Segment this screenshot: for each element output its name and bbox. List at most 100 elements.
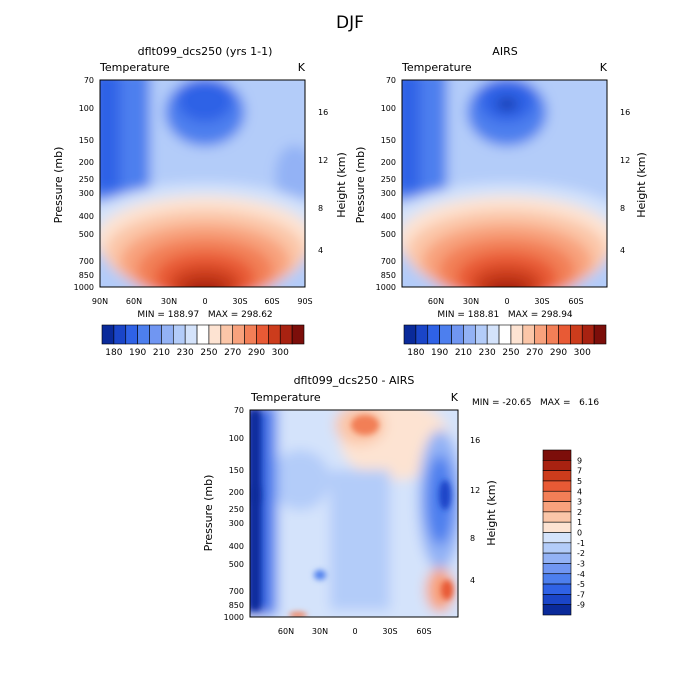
- colorbar-swatch: [498, 324, 512, 345]
- ytick-label: 100: [79, 104, 94, 113]
- panel-model-stats: MIN = 188.97 MAX = 298.62: [137, 310, 272, 320]
- colorbar-label: 2: [577, 508, 582, 517]
- xtick-label: 60N: [428, 297, 444, 306]
- colorbar-label: 9: [577, 456, 582, 465]
- colorbar-label: 290: [248, 348, 265, 358]
- colorbar-swatch: [534, 324, 547, 345]
- ytick-label: 1000: [224, 613, 244, 622]
- panel-diff-title: dflt099_dcs250 - AIRS: [294, 374, 415, 387]
- colorbar-label: 5: [577, 477, 582, 486]
- ytick-label: 850: [229, 601, 244, 610]
- colorbar-swatch: [542, 501, 572, 513]
- xtick-label: 30S: [232, 297, 247, 306]
- colorbar-label: 300: [574, 348, 591, 358]
- colorbar-label: 7: [577, 467, 582, 476]
- ytick-label: 100: [381, 104, 396, 113]
- colorbar-swatch: [232, 324, 245, 345]
- colorbar-swatch: [581, 324, 595, 345]
- panel-diff-y2label: Height (km): [485, 480, 498, 546]
- colorbar-swatch: [101, 324, 115, 345]
- colorbar-label: 190: [129, 348, 146, 358]
- colorbar-swatch: [463, 324, 476, 345]
- panel-diff-frame: [249, 409, 459, 618]
- colorbar-swatch: [184, 324, 198, 345]
- ytick-label: 70: [234, 406, 244, 415]
- ytick-label: 300: [229, 519, 244, 528]
- ytick-label: 150: [229, 466, 244, 475]
- colorbar-swatch: [542, 604, 572, 616]
- panel-diff-y2-axis: 4 8 12 16 Height (km): [470, 436, 498, 585]
- xtick-label: 0: [352, 627, 357, 636]
- colorbar-swatch: [542, 532, 572, 544]
- ytick-label: 1000: [376, 283, 396, 292]
- ytick-label: 300: [381, 189, 396, 198]
- ytick-label: 300: [79, 189, 94, 198]
- colorbar-label: 210: [153, 348, 170, 358]
- xtick-label: 30N: [161, 297, 177, 306]
- panel-obs-field: [402, 80, 607, 287]
- y2tick-label: 12: [470, 486, 480, 495]
- figure-title: DJF: [336, 13, 364, 33]
- panel-model-y-axis: 70 100 150 200 250 300 400 500 700 850 1…: [52, 76, 94, 292]
- xtick-label: 30N: [312, 627, 328, 636]
- colorbar-swatch: [403, 324, 417, 345]
- colorbar-swatch: [542, 460, 572, 471]
- panel-model-colorbar: 180 190 210 230 250 270 290 300: [101, 324, 305, 358]
- colorbar-label: 300: [272, 348, 289, 358]
- colorbar-label: 180: [407, 348, 424, 358]
- colorbar-label: -1: [577, 539, 585, 548]
- colorbar-label: 210: [455, 348, 472, 358]
- colorbar-swatch: [291, 324, 305, 345]
- xtick-label: 60N: [126, 297, 142, 306]
- panel-diff: dflt099_dcs250 - AIRS Temperature K: [202, 374, 599, 636]
- colorbar-swatch: [542, 594, 572, 605]
- ytick-label: 70: [84, 76, 94, 85]
- panel-obs-x-axis: 60N 30N 0 30S 60S: [428, 297, 584, 306]
- colorbar-swatch: [137, 324, 150, 345]
- ytick-label: 100: [229, 434, 244, 443]
- ytick-label: 400: [229, 542, 244, 551]
- colorbar-label: 190: [431, 348, 448, 358]
- colorbar-swatch: [279, 324, 293, 345]
- xtick-label: 90S: [297, 297, 312, 306]
- panel-obs-field-label: Temperature: [401, 61, 472, 74]
- colorbar-label: -5: [577, 580, 585, 589]
- ytick-label: 700: [79, 257, 94, 266]
- colorbar-swatch: [268, 324, 281, 345]
- panel-obs-stats: MIN = 188.81 MAX = 298.94: [437, 310, 573, 320]
- panel-model-units: K: [298, 61, 306, 74]
- colorbar-swatch: [125, 324, 138, 345]
- ytick-label: 200: [79, 158, 94, 167]
- colorbar-label: -7: [577, 590, 585, 599]
- y2tick-label: 16: [620, 108, 630, 117]
- colorbar-label: -4: [577, 570, 585, 579]
- ytick-label: 400: [79, 212, 94, 221]
- panel-obs-units: K: [600, 61, 608, 74]
- colorbar-label: 290: [550, 348, 567, 358]
- colorbar-label: 1: [577, 518, 582, 527]
- panel-model-y2label: Height (km): [335, 152, 348, 218]
- ytick-label: 500: [229, 560, 244, 569]
- colorbar-label: -9: [577, 601, 585, 610]
- ytick-label: 250: [229, 505, 244, 514]
- colorbar-swatch: [256, 324, 269, 345]
- colorbar-label: 270: [526, 348, 543, 358]
- panel-model: dflt099_dcs250 (yrs 1-1) Temperature K: [52, 45, 348, 358]
- colorbar-swatch: [542, 470, 572, 482]
- colorbar-swatch: [244, 324, 257, 345]
- colorbar-label: 0: [577, 529, 582, 538]
- colorbar-swatch: [570, 324, 583, 345]
- ytick-label: 700: [229, 587, 244, 596]
- ytick-label: 850: [381, 271, 396, 280]
- xtick-label: 30S: [382, 627, 397, 636]
- colorbar-swatch: [542, 521, 572, 533]
- y2tick-label: 16: [318, 108, 328, 117]
- panel-model-x-axis: 90N 60N 30N 0 30S 60S 90S: [92, 297, 313, 306]
- panel-obs-y2-axis: 4 8 12 16 Height (km): [620, 108, 648, 255]
- y2tick-label: 4: [470, 576, 475, 585]
- xtick-label: 30S: [534, 297, 549, 306]
- xtick-label: 90N: [92, 297, 108, 306]
- xtick-label: 30N: [463, 297, 479, 306]
- colorbar-swatch: [510, 324, 524, 345]
- panel-diff-units: K: [451, 391, 459, 404]
